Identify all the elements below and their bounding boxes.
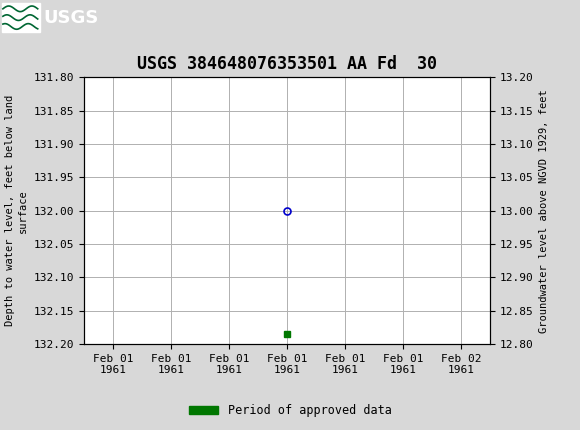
FancyBboxPatch shape xyxy=(2,3,40,32)
Y-axis label: Depth to water level, feet below land
surface: Depth to water level, feet below land su… xyxy=(5,95,28,326)
Y-axis label: Groundwater level above NGVD 1929, feet: Groundwater level above NGVD 1929, feet xyxy=(539,89,549,332)
Text: USGS: USGS xyxy=(44,9,99,27)
Legend: Period of approved data: Period of approved data xyxy=(184,399,396,422)
Title: USGS 384648076353501 AA Fd  30: USGS 384648076353501 AA Fd 30 xyxy=(137,55,437,73)
